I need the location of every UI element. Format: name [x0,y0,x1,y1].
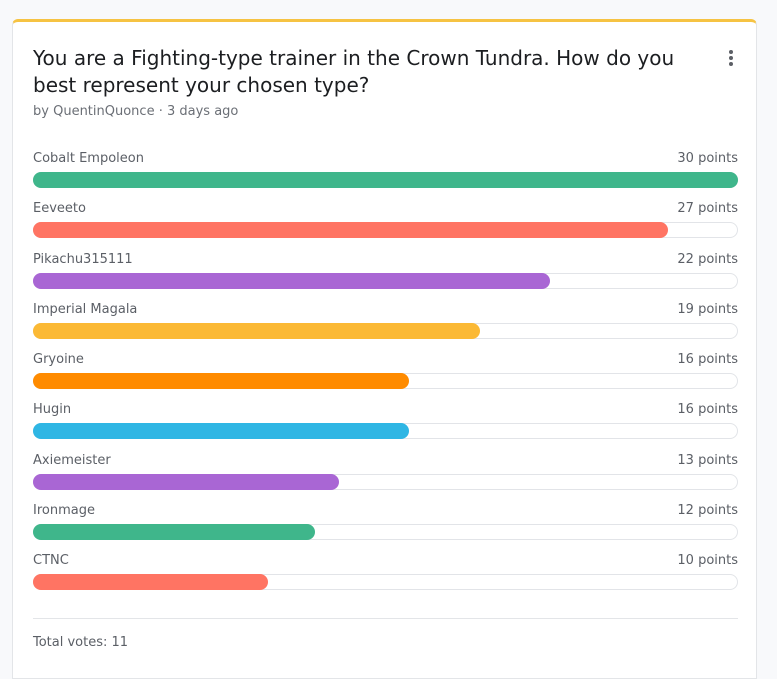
option-points: 19 points [677,301,738,317]
poll-option: Imperial Magala 19 points [33,301,738,351]
option-bar-track [33,322,738,339]
option-points: 30 points [677,151,738,166]
option-name: Gryoine [33,352,84,368]
author-prefix: by [33,104,49,119]
poll-option: CTNC 10 points [33,552,738,602]
option-bar-fill [33,524,315,541]
divider [33,618,738,619]
option-bar-track [33,222,738,239]
vertical-ellipsis-icon[interactable] [724,50,738,68]
option-name: Hugin [33,402,72,418]
total-votes: Total votes: 11 [33,635,129,650]
poll-options: Cobalt Empoleon 30 points Eeveeto 27 poi… [33,150,738,603]
option-bar-fill [33,373,409,390]
option-bar-track [33,172,738,188]
option-bar-fill [33,423,409,440]
option-points: 16 points [677,402,738,418]
poll-title: You are a Fighting-type trainer in the C… [33,46,675,97]
option-points: 13 points [677,452,738,468]
option-name: Pikachu315111 [33,251,133,267]
option-bar-track [33,272,738,289]
option-name: Ironmage [33,503,95,519]
option-points: 10 points [677,553,738,569]
option-bar-fill [33,272,550,289]
option-points: 16 points [677,352,738,368]
option-bar-fill [33,473,339,490]
option-bar-fill [33,222,668,239]
poll-option: Eeveeto 27 points [33,200,738,250]
option-points: 27 points [677,201,738,217]
option-bar-track [33,524,738,541]
poll-option: Ironmage 12 points [33,502,738,552]
option-bar-fill [33,322,480,339]
option-points: 12 points [677,503,738,519]
poll-option: Hugin 16 points [33,401,738,451]
option-name: Cobalt Empoleon [33,151,144,166]
option-name: Axiemeister [33,452,111,468]
option-bar-track [33,574,738,591]
post-time: 3 days ago [166,104,239,119]
option-bar-fill [33,172,738,188]
poll-option: Axiemeister 13 points [33,452,738,502]
poll-option: Cobalt Empoleon 30 points [33,150,738,200]
option-bar-track [33,373,738,390]
poll-option: Gryoine 16 points [33,351,738,401]
option-name: Eeveeto [33,201,86,217]
poll-option: Pikachu315111 22 points [33,251,738,301]
author-name[interactable]: QuentinQuonce [53,104,155,119]
poll-meta: by QuentinQuonce · 3 days ago [33,104,238,119]
option-bar-track [33,473,738,490]
option-bar-track [33,423,738,440]
option-points: 22 points [677,251,738,267]
poll-card: You are a Fighting-type trainer in the C… [12,19,757,679]
option-name: Imperial Magala [33,301,138,317]
option-bar-fill [33,574,268,591]
option-name: CTNC [33,553,69,569]
meta-separator: · [158,104,163,119]
